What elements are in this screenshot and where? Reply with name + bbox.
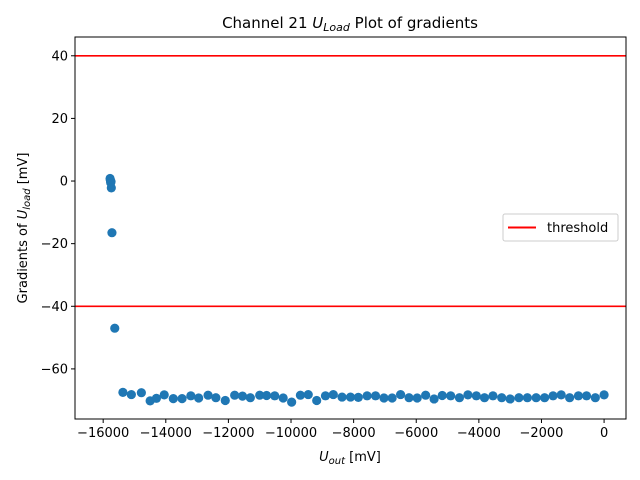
data-point	[278, 393, 288, 403]
data-point	[287, 397, 297, 407]
data-point	[312, 395, 322, 406]
x-tick-label: −16000	[77, 426, 129, 441]
data-point	[379, 393, 389, 403]
y-axis-label: Gradients of Uload [mV]	[16, 153, 33, 304]
data-point	[118, 387, 128, 397]
data-point	[497, 393, 507, 403]
data-point	[370, 391, 381, 401]
x-axis: −16000 −14000 −12000 −10000 −8000 −6000 −4000 −…	[77, 419, 608, 441]
data-point	[556, 390, 566, 400]
data-point	[320, 391, 331, 401]
data-point	[328, 389, 338, 400]
data-point	[437, 390, 447, 401]
data-point	[421, 390, 431, 400]
data-point	[404, 393, 414, 403]
x-tick-label: −14000	[140, 426, 192, 441]
data-point	[230, 390, 240, 400]
legend-threshold-label: threshold	[547, 221, 608, 236]
chart-title: Channel 21 ULoad Plot of gradients	[222, 14, 478, 34]
data-point	[353, 392, 363, 402]
data-point	[168, 394, 178, 404]
data-point	[429, 394, 439, 404]
x-tick-label: −12000	[202, 426, 254, 441]
data-point	[362, 391, 372, 401]
data-point	[590, 393, 600, 403]
data-point	[387, 393, 397, 403]
data-point	[412, 393, 422, 403]
legend-box	[502, 213, 619, 242]
data-point	[211, 393, 221, 403]
data-point	[454, 393, 465, 403]
data-point	[303, 389, 313, 400]
x-tick-label: 0	[600, 426, 608, 441]
data-point	[471, 391, 481, 401]
data-point	[573, 391, 584, 401]
data-point	[136, 388, 146, 398]
data-point	[245, 393, 255, 403]
data-point	[261, 390, 272, 401]
x-tick-label: −6000	[394, 426, 438, 441]
data-point	[159, 390, 169, 400]
data-point	[110, 323, 120, 333]
data-point	[540, 393, 550, 403]
plot-area	[75, 54, 626, 407]
y-tick-label: −60	[41, 362, 68, 377]
data-point	[395, 389, 406, 400]
data-point	[295, 390, 306, 400]
data-point	[581, 391, 592, 401]
x-tick-label: −4000	[457, 426, 501, 441]
data-point	[255, 390, 265, 400]
data-point	[194, 393, 204, 403]
data-point	[106, 183, 116, 193]
data-point	[220, 395, 230, 406]
data-point	[505, 394, 515, 404]
data-point	[203, 390, 213, 400]
data-point	[337, 392, 347, 402]
plot-frame	[74, 36, 627, 420]
data-point	[237, 391, 248, 401]
data-point	[479, 393, 490, 403]
data-point	[126, 389, 136, 400]
legend: threshold	[502, 213, 619, 242]
y-tick-label: −20	[41, 237, 68, 252]
x-axis-label: Uout [mV]	[319, 450, 381, 467]
data-point	[488, 391, 498, 401]
data-point	[463, 390, 473, 400]
y-tick-label: −40	[41, 300, 68, 315]
y-tick-label: 40	[51, 49, 68, 64]
data-point	[522, 393, 532, 403]
x-tick-label: −10000	[265, 426, 317, 441]
data-point	[186, 391, 196, 401]
x-tick-label: −2000	[519, 426, 563, 441]
data-point	[345, 392, 356, 402]
data-point	[446, 391, 456, 401]
data-point	[177, 394, 187, 404]
data-point	[599, 390, 609, 400]
data-point	[548, 391, 558, 401]
data-point	[107, 228, 117, 238]
data-point	[270, 391, 280, 401]
y-axis: −60 −40 −20 0 20 40	[41, 49, 75, 377]
y-tick-label: 0	[60, 175, 68, 190]
data-point	[565, 393, 575, 403]
data-point	[151, 393, 161, 403]
y-tick-label: 20	[51, 112, 68, 127]
x-tick-label: −8000	[332, 426, 376, 441]
data-point	[531, 393, 541, 403]
data-point	[514, 393, 524, 403]
